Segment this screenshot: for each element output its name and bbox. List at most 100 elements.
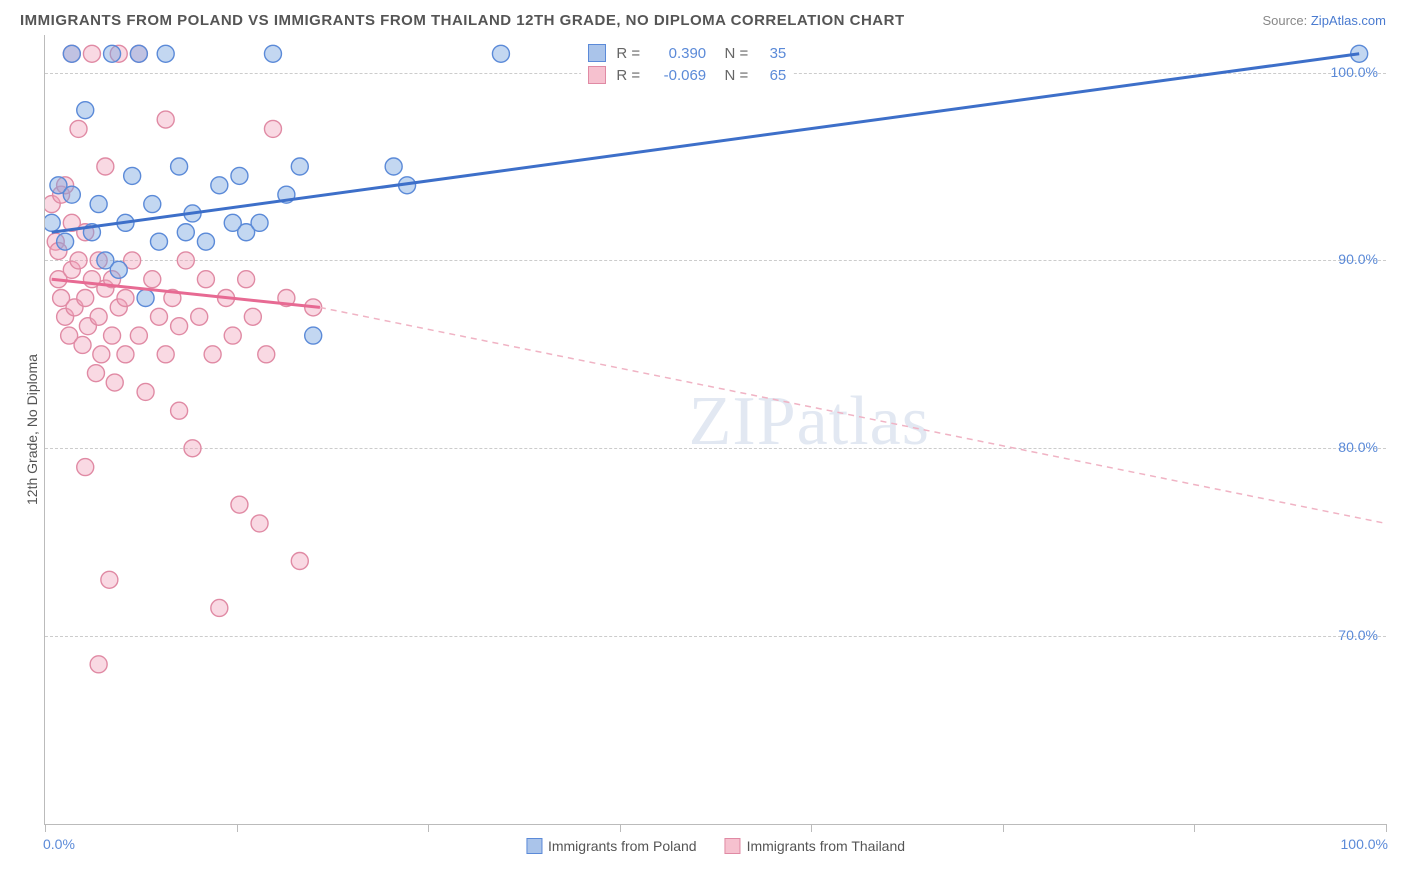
data-point [83,45,100,62]
data-point [264,120,281,137]
data-point [90,308,107,325]
legend-item: Immigrants from Thailand [725,838,905,854]
data-point [144,271,161,288]
source-prefix: Source: [1262,13,1310,28]
data-point [130,327,147,344]
data-point [87,365,104,382]
data-point [104,327,121,344]
data-point [63,45,80,62]
data-point [251,515,268,532]
y-axis-label: 12th Grade, No Diploma [20,35,44,825]
data-point [291,158,308,175]
data-point [104,45,121,62]
data-point [177,252,194,269]
data-point [184,440,201,457]
source-attribution: Source: ZipAtlas.com [1262,13,1386,28]
x-tick [45,824,46,832]
plot-area: ZIPatlas R =0.390 N =35R =-0.069 N =65 0… [44,35,1386,825]
data-point [106,374,123,391]
data-point [110,261,127,278]
data-point [224,327,241,344]
source-link[interactable]: ZipAtlas.com [1311,13,1386,28]
data-point [291,553,308,570]
data-point [197,271,214,288]
data-point [244,308,261,325]
data-point [130,45,147,62]
x-tick [811,824,812,832]
data-point [150,233,167,250]
legend-swatch [725,838,741,854]
data-point [57,233,74,250]
data-point [90,656,107,673]
chart-header: IMMIGRANTS FROM POLAND VS IMMIGRANTS FRO… [20,12,1386,29]
series-swatch [588,66,606,84]
stat-r-label: R = [616,67,640,84]
stat-n-label: N = [716,67,748,84]
legend-label: Immigrants from Poland [548,838,697,854]
data-point [70,252,87,269]
data-point [157,45,174,62]
stat-n-value: 35 [758,45,786,62]
x-axis-min-label: 0.0% [43,836,75,852]
data-point [231,496,248,513]
stat-n-label: N = [716,45,748,62]
data-point [171,318,188,335]
data-point [211,177,228,194]
series-swatch [588,44,606,62]
correlation-stats-box: R = 0.390 N = 35 R = -0.069 N = 65 [581,39,793,89]
stat-r-value: -0.069 [650,67,706,84]
data-point [63,186,80,203]
data-point [77,459,94,476]
chart-title: IMMIGRANTS FROM POLAND VS IMMIGRANTS FRO… [20,12,905,29]
legend-label: Immigrants from Thailand [747,838,905,854]
data-point [211,599,228,616]
data-point [137,290,154,307]
data-point [177,224,194,241]
data-point [191,308,208,325]
x-tick [620,824,621,832]
data-point [93,346,110,363]
data-point [77,290,94,307]
x-axis-max-label: 100.0% [1341,836,1388,852]
data-point [171,402,188,419]
data-point [197,233,214,250]
data-point [204,346,221,363]
data-point [492,45,509,62]
data-point [97,158,114,175]
data-point [231,167,248,184]
data-point [124,167,141,184]
data-point [251,214,268,231]
x-tick [1386,824,1387,832]
stat-r-value: 0.390 [650,45,706,62]
legend-item: Immigrants from Poland [526,838,697,854]
data-point [101,571,118,588]
data-point [258,346,275,363]
data-point [264,45,281,62]
data-point [157,111,174,128]
x-tick [1003,824,1004,832]
data-point [90,196,107,213]
data-point [157,346,174,363]
data-point [385,158,402,175]
data-point [74,336,91,353]
legend: Immigrants from Poland Immigrants from Th… [526,838,905,854]
stats-row: R = -0.069 N = 65 [588,64,786,86]
data-point [45,214,60,231]
stat-n-value: 65 [758,67,786,84]
x-tick [1194,824,1195,832]
x-tick [428,824,429,832]
data-point [171,158,188,175]
data-point [150,308,167,325]
legend-swatch [526,838,542,854]
correlation-chart: IMMIGRANTS FROM POLAND VS IMMIGRANTS FRO… [0,0,1406,892]
plot-svg [45,35,1386,824]
data-point [117,346,134,363]
data-point [305,327,322,344]
stats-row: R = 0.390 N = 35 [588,42,786,64]
data-point [137,383,154,400]
data-point [144,196,161,213]
x-tick [237,824,238,832]
trend-line-extrapolated [320,307,1386,523]
data-point [238,271,255,288]
stat-r-label: R = [616,45,640,62]
